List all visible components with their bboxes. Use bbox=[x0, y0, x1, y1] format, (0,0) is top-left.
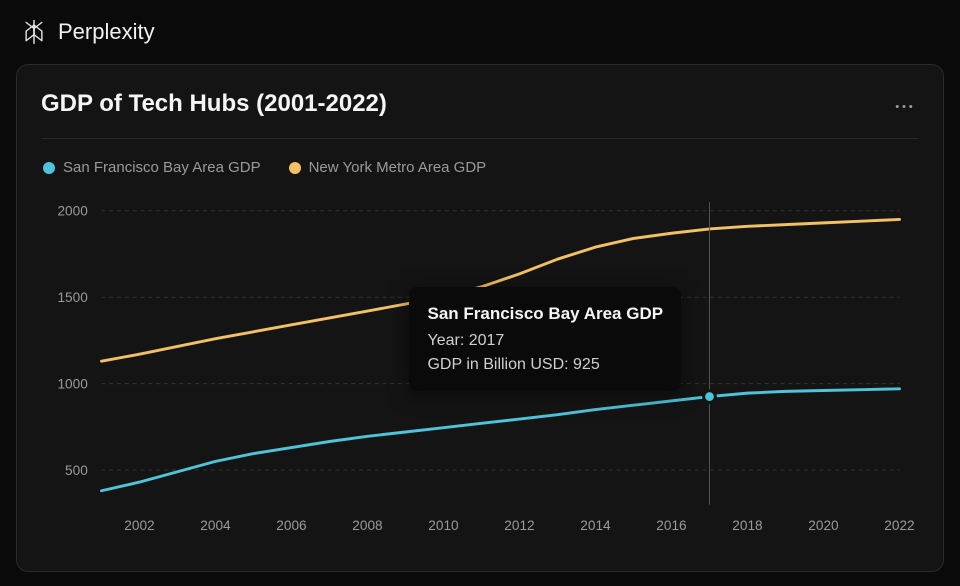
svg-text:2008: 2008 bbox=[352, 518, 382, 533]
svg-text:2006: 2006 bbox=[276, 518, 306, 533]
app-root: Perplexity GDP of Tech Hubs (2001-2022) … bbox=[0, 0, 960, 586]
brand-header: Perplexity bbox=[16, 18, 944, 46]
legend-label: San Francisco Bay Area GDP bbox=[63, 159, 261, 176]
svg-text:500: 500 bbox=[65, 463, 88, 478]
svg-text:2010: 2010 bbox=[428, 518, 459, 533]
perplexity-logo-icon bbox=[20, 18, 48, 46]
svg-text:2022: 2022 bbox=[884, 518, 914, 533]
svg-text:2016: 2016 bbox=[656, 518, 686, 533]
svg-text:2000: 2000 bbox=[57, 204, 88, 219]
svg-text:2004: 2004 bbox=[200, 518, 231, 533]
legend-item-ny[interactable]: New York Metro Area GDP bbox=[289, 159, 487, 176]
legend-dot-icon bbox=[43, 162, 55, 174]
line-chart-svg: 500 1000 1500 2000 2002 2004 2006 2008 2010 2012 2… bbox=[41, 188, 919, 548]
svg-text:2018: 2018 bbox=[732, 518, 762, 533]
svg-text:2014: 2014 bbox=[580, 518, 611, 533]
card-header: GDP of Tech Hubs (2001-2022) bbox=[41, 89, 919, 139]
svg-text:2012: 2012 bbox=[504, 518, 534, 533]
legend-dot-icon bbox=[289, 162, 301, 174]
svg-text:1000: 1000 bbox=[57, 376, 88, 391]
chart-legend: San Francisco Bay Area GDP New York Metr… bbox=[41, 159, 919, 176]
chart-title: GDP of Tech Hubs (2001-2022) bbox=[41, 90, 387, 118]
svg-text:2002: 2002 bbox=[124, 518, 154, 533]
legend-item-sf[interactable]: San Francisco Bay Area GDP bbox=[43, 159, 261, 176]
svg-text:1500: 1500 bbox=[57, 290, 88, 305]
svg-text:2020: 2020 bbox=[808, 518, 839, 533]
chart-plot-area[interactable]: 500 1000 1500 2000 2002 2004 2006 2008 2010 2012 2… bbox=[41, 188, 919, 548]
brand-name: Perplexity bbox=[58, 19, 155, 45]
more-options-button[interactable] bbox=[889, 89, 919, 118]
legend-label: New York Metro Area GDP bbox=[309, 159, 487, 176]
chart-card: GDP of Tech Hubs (2001-2022) San Francis… bbox=[16, 64, 944, 572]
